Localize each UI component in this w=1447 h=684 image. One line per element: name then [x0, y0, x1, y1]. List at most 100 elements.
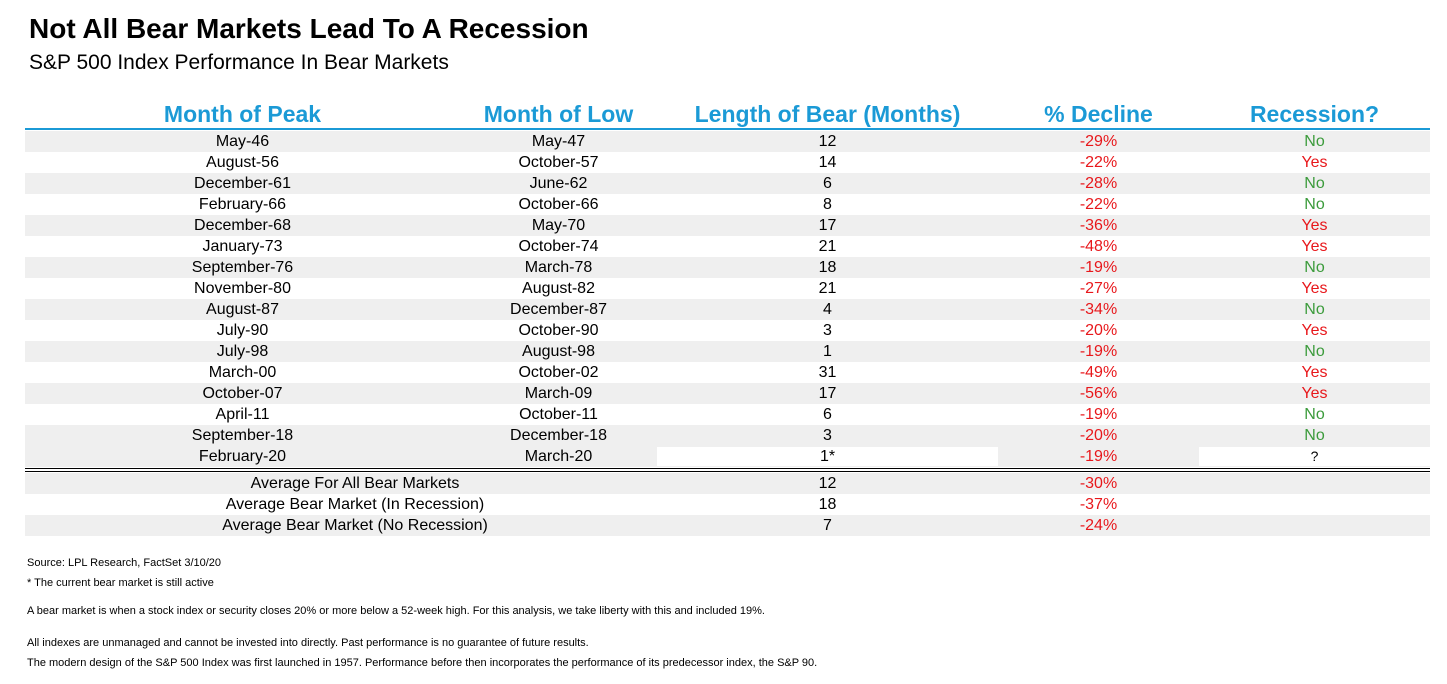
cell: -19%: [1079, 448, 1118, 465]
row-shade: [25, 131, 1430, 152]
note: All indexes are unmanaged and cannot be …: [27, 637, 589, 649]
cell: -19%: [1079, 343, 1118, 360]
cell: January-73: [202, 238, 283, 255]
cell: No: [1304, 406, 1325, 423]
cell: October-57: [518, 154, 599, 171]
cell: June-62: [529, 175, 588, 192]
cell: -28%: [1079, 175, 1118, 192]
cell: -20%: [1079, 322, 1118, 339]
header-rule: [25, 128, 1430, 130]
cell: September-18: [191, 427, 294, 444]
cell: Yes: [1301, 238, 1328, 255]
cell: 21: [818, 238, 837, 255]
cell: August-82: [522, 280, 595, 297]
column-header: Month of Low: [483, 101, 634, 127]
cell: 17: [818, 385, 837, 402]
title: Not All Bear Markets Lead To A Recession: [29, 13, 589, 44]
cell: October-02: [518, 364, 599, 381]
cell: December-87: [510, 301, 607, 318]
cell: No: [1304, 133, 1325, 150]
row-shade: [25, 383, 1430, 404]
note: * The current bear market is still activ…: [27, 577, 214, 589]
cell-highlight: [1199, 447, 1430, 466]
column-header: Month of Peak: [163, 101, 322, 127]
cell: No: [1304, 427, 1325, 444]
cell: -19%: [1079, 259, 1118, 276]
cell: March-20: [524, 448, 593, 465]
subtitle: S&P 500 Index Performance In Bear Market…: [29, 51, 449, 74]
cell: 12: [818, 133, 837, 150]
summary-cell: 7: [823, 517, 832, 534]
column-header: % Decline: [1044, 101, 1153, 127]
cell: December-61: [194, 175, 291, 192]
cell: October-07: [202, 385, 283, 402]
cell: -27%: [1079, 280, 1118, 297]
cell: -34%: [1079, 301, 1118, 318]
cell: No: [1304, 259, 1325, 276]
cell: No: [1304, 175, 1325, 192]
row-shade: [25, 515, 1430, 536]
cell: 6: [823, 406, 832, 423]
cell: No: [1304, 196, 1325, 213]
cell: March-00: [208, 364, 277, 381]
row-shade: [25, 299, 1430, 320]
cell: 8: [823, 196, 832, 213]
note: Source: LPL Research, FactSet 3/10/20: [27, 557, 222, 569]
row-shade: [25, 425, 1430, 446]
cell: -22%: [1079, 154, 1118, 171]
cell: -49%: [1079, 364, 1118, 381]
cell: August-56: [206, 154, 279, 171]
column-header: Recession?: [1249, 101, 1380, 127]
cell: 4: [823, 301, 832, 318]
summary-cell: -30%: [1079, 475, 1118, 492]
cell: 3: [823, 427, 832, 444]
cell: December-68: [194, 217, 291, 234]
cell: February-20: [198, 448, 287, 465]
cell: October-74: [518, 238, 599, 255]
cell: 1: [823, 343, 832, 360]
cell: 21: [818, 280, 837, 297]
summary-label: Average Bear Market (In Recession): [225, 496, 485, 513]
cell: March-78: [524, 259, 593, 276]
cell: August-87: [206, 301, 279, 318]
cell: October-90: [518, 322, 599, 339]
cell: 14: [818, 154, 837, 171]
cell: 6: [823, 175, 832, 192]
summary-cell: 18: [818, 496, 837, 513]
cell: 18: [818, 259, 837, 276]
cell: May-47: [531, 133, 586, 150]
cell: March-09: [524, 385, 593, 402]
cell: 17: [818, 217, 837, 234]
cell: July-98: [216, 343, 269, 360]
summary-cell: -37%: [1079, 496, 1118, 513]
cell: -19%: [1079, 406, 1118, 423]
cell: -48%: [1079, 238, 1118, 255]
cell: -22%: [1079, 196, 1118, 213]
cell: February-66: [198, 196, 287, 213]
row-shade: [25, 257, 1430, 278]
cell: May-46: [215, 133, 270, 150]
row-shade: [25, 173, 1430, 194]
cell: 3: [823, 322, 832, 339]
summary-cell: 12: [818, 475, 837, 492]
cell: ?: [1310, 448, 1319, 464]
cell: -56%: [1079, 385, 1118, 402]
cell-highlight: [657, 447, 998, 466]
cell: No: [1304, 301, 1325, 318]
row-shade: [25, 215, 1430, 236]
cell: August-98: [522, 343, 595, 360]
cell: April-11: [215, 406, 270, 423]
cell: -29%: [1079, 133, 1118, 150]
cell: 31: [818, 364, 837, 381]
cell: -20%: [1079, 427, 1118, 444]
cell: Yes: [1301, 364, 1328, 381]
cell: November-80: [194, 280, 291, 297]
cell: Yes: [1301, 385, 1328, 402]
note: A bear market is when a stock index or s…: [27, 605, 765, 617]
cell: September-76: [191, 259, 294, 276]
cell: Yes: [1301, 280, 1328, 297]
column-header: Length of Bear (Months): [694, 101, 961, 127]
cell: Yes: [1301, 217, 1328, 234]
cell: October-11: [519, 406, 598, 423]
